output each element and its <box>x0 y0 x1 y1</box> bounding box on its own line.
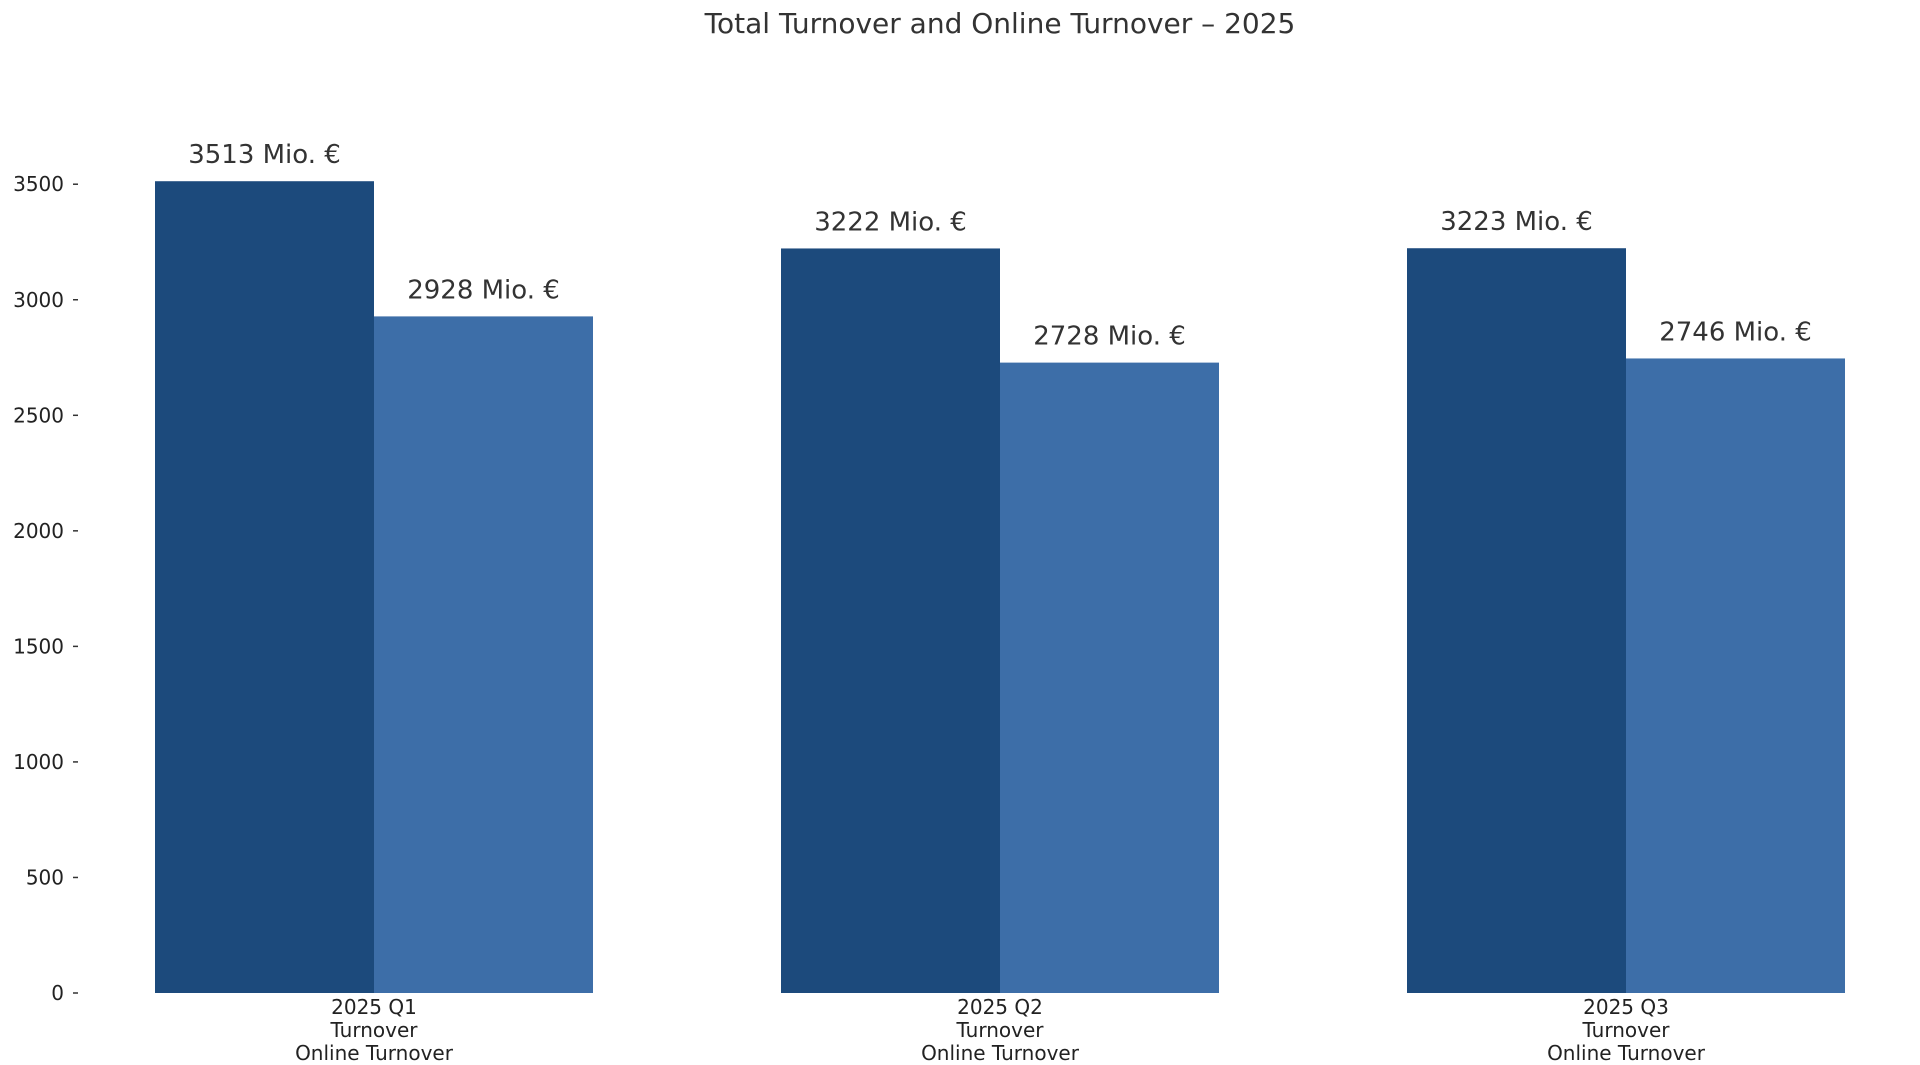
bar-value-label: 3222 Mio. € <box>814 207 967 237</box>
data-labels: 3513 Mio. € 2928 Mio. € 3222 Mio. € 2728 Mi… <box>188 140 1812 351</box>
x-category-label: 2025 Q2 <box>957 995 1043 1019</box>
x-category-label: 2025 Q3 <box>1583 995 1669 1019</box>
y-tick-label: 2000 <box>13 519 64 543</box>
bar-2025-q2-series-2 <box>1000 362 1219 993</box>
y-tick-label: 3000 <box>13 288 64 312</box>
y-axis: 0 500 1000 1500 2000 2500 3000 3500 <box>13 172 78 1005</box>
bar-value-label: 2746 Mio. € <box>1659 317 1812 347</box>
bar-2025-q1-series-2 <box>374 316 593 993</box>
bar-value-label: 3223 Mio. € <box>1440 207 1593 237</box>
bar-2025-q3-series-1 <box>1407 248 1626 993</box>
x-category-sublabel: Online Turnover <box>1547 1041 1706 1065</box>
bar-value-label: 3513 Mio. € <box>188 140 341 170</box>
chart-title: Total Turnover and Online Turnover – 202… <box>704 7 1296 40</box>
x-category-sublabel: Turnover <box>329 1018 418 1042</box>
y-tick-label: 0 <box>51 981 64 1005</box>
bar-2025-q1-series-1 <box>155 181 374 993</box>
y-tick-label: 2500 <box>13 403 64 427</box>
y-tick-label: 3500 <box>13 172 64 196</box>
bars <box>155 181 1845 993</box>
y-tick-label: 500 <box>26 865 64 889</box>
x-category-sublabel: Turnover <box>955 1018 1044 1042</box>
x-category-sublabel: Online Turnover <box>295 1041 454 1065</box>
x-category-sublabel: Online Turnover <box>921 1041 1080 1065</box>
bar-value-label: 2928 Mio. € <box>407 275 560 305</box>
bar-2025-q3-series-2 <box>1626 358 1845 993</box>
x-category-label: 2025 Q1 <box>331 995 417 1019</box>
y-tick-label: 1500 <box>13 634 64 658</box>
bar-value-label: 2728 Mio. € <box>1033 322 1186 352</box>
bar-2025-q2-series-1 <box>781 248 1000 993</box>
y-tick-label: 1000 <box>13 750 64 774</box>
x-category-sublabel: Turnover <box>1581 1018 1670 1042</box>
